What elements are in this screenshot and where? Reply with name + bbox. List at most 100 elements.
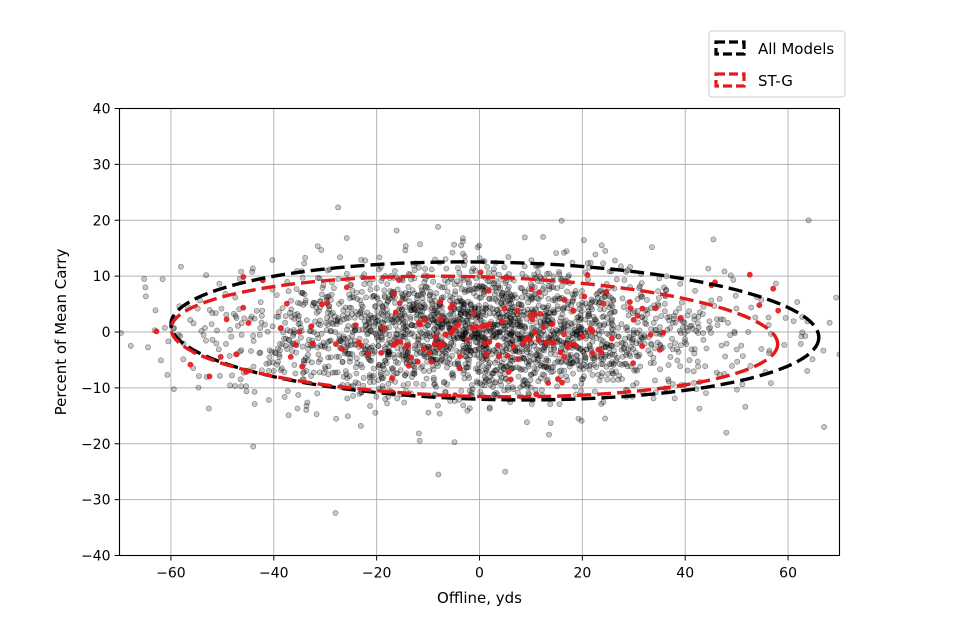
all-models-point [282, 335, 289, 342]
all-models-point [509, 336, 516, 343]
all-models-point [498, 300, 505, 307]
all-models-point [462, 322, 469, 329]
all-models-point [620, 345, 627, 352]
all-models-point [468, 389, 475, 396]
all-models-point [519, 328, 526, 335]
all-models-point [752, 314, 759, 321]
all-models-point [634, 319, 641, 326]
all-models-point [610, 322, 616, 329]
all-models-point [470, 285, 476, 292]
all-models-point [460, 301, 467, 308]
all-models-point [519, 270, 526, 277]
all-models-point [313, 309, 320, 316]
all-models-point [232, 383, 238, 389]
all-models-point [444, 321, 450, 328]
st-g-point [296, 328, 303, 335]
all-models-point [564, 377, 571, 384]
all-models-point [566, 272, 572, 279]
all-models-point [417, 241, 423, 248]
st-g-point [589, 350, 596, 356]
all-models-point [388, 316, 394, 323]
all-models-point [462, 325, 468, 332]
all-models-point [577, 316, 584, 323]
all-models-point [394, 315, 401, 322]
all-models-point [455, 334, 461, 341]
all-models-point [563, 248, 570, 254]
all-models-point [518, 322, 525, 329]
st-g-point [483, 351, 490, 358]
st-g-point [529, 316, 536, 323]
all-models-point [411, 333, 418, 340]
all-models-point [474, 366, 481, 373]
st-g-point [561, 353, 567, 360]
all-models-point [208, 321, 215, 327]
all-models-point [492, 367, 499, 374]
all-models-point [497, 329, 503, 336]
all-models-point [315, 308, 322, 314]
all-models-point [482, 378, 488, 385]
all-models-point [486, 405, 493, 412]
all-models-point [332, 329, 339, 335]
all-models-point [428, 306, 435, 313]
all-models-point [462, 329, 468, 336]
all-models-point [492, 284, 499, 291]
all-models-point [400, 329, 407, 336]
all-models-point [439, 309, 446, 315]
all-models-point [274, 361, 280, 368]
all-models-point [438, 356, 445, 363]
all-models-point [507, 291, 514, 298]
all-models-point [386, 295, 393, 302]
all-models-point [301, 260, 308, 267]
all-models-point [539, 304, 546, 311]
all-models-point [333, 353, 340, 360]
all-models-point [445, 346, 451, 353]
all-models-point [608, 295, 615, 301]
all-models-point [375, 266, 382, 273]
all-models-point [515, 335, 521, 342]
all-models-point [351, 314, 358, 321]
all-models-point [604, 376, 611, 383]
all-models-point [483, 345, 489, 352]
all-models-point [503, 329, 510, 336]
all-models-point [606, 304, 613, 311]
all-models-point [515, 389, 521, 396]
all-models-point [598, 287, 605, 294]
all-models-point [448, 340, 455, 346]
y-tick-label: 0 [102, 325, 111, 341]
all-models-point [406, 298, 412, 304]
all-models-point [382, 357, 389, 364]
all-models-point [522, 366, 528, 373]
all-models-point [600, 399, 607, 406]
all-models-point [386, 336, 393, 343]
all-models-point [379, 375, 385, 382]
all-models-point [537, 375, 544, 382]
all-models-point [510, 365, 517, 371]
all-models-point [449, 249, 456, 256]
all-models-point [314, 331, 321, 338]
all-models-point [820, 347, 827, 354]
all-models-point [332, 318, 339, 324]
all-models-point [506, 330, 513, 336]
all-models-point [335, 315, 342, 321]
all-models-point [466, 341, 473, 348]
all-models-point [483, 366, 489, 373]
all-models-point [464, 287, 471, 294]
st-g-point [447, 304, 454, 311]
all-models-point [323, 326, 330, 333]
all-models-point [301, 357, 307, 364]
all-models-point [613, 357, 620, 364]
all-models-point [277, 340, 283, 347]
all-models-point [426, 329, 432, 336]
all-models-point [411, 300, 417, 307]
all-models-point [481, 382, 488, 389]
all-models-point [325, 371, 332, 378]
all-models-point [503, 336, 510, 343]
all-models-point [554, 330, 561, 337]
all-models-point [337, 338, 344, 344]
all-models-point [287, 309, 293, 316]
all-models-point [475, 368, 482, 375]
all-models-point [594, 353, 601, 360]
all-models-point [482, 369, 489, 376]
all-models-point [464, 407, 471, 414]
all-models-point [514, 321, 520, 328]
